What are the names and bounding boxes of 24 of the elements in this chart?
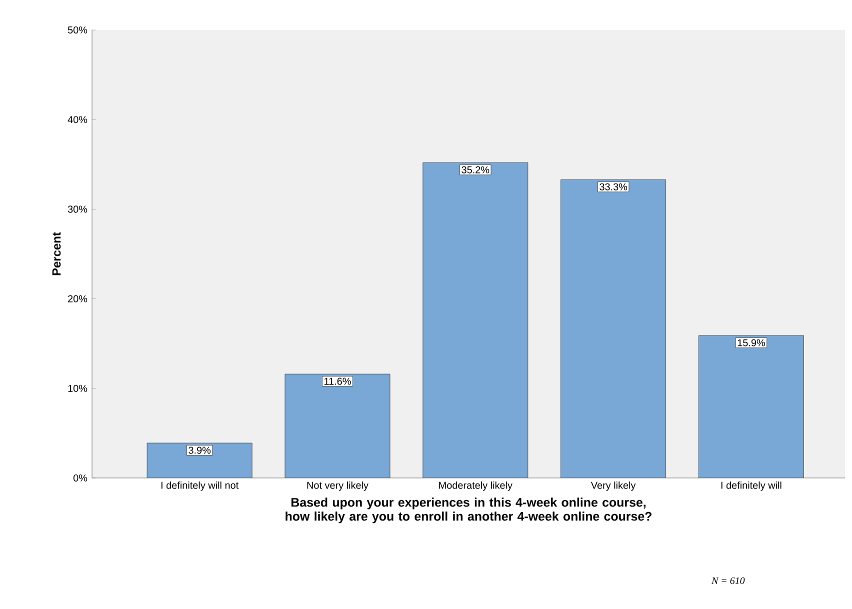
y-tick-label: 40%	[68, 116, 88, 124]
bar	[422, 162, 528, 478]
x-axis-title: Based upon your experiences in this 4-week online course, how likely are you to enroll in another 4-week online course?	[286, 498, 652, 524]
data-label: 11.6%	[324, 378, 351, 385]
x-tick-label: Very likely	[590, 482, 636, 491]
data-label: 33.3%	[600, 183, 628, 190]
y-tick-label: 0%	[73, 474, 88, 482]
y-tick-label: 10%	[68, 384, 88, 392]
x-tick-label: Moderately likely	[439, 482, 512, 491]
x-tick-label: I definitely will not	[161, 482, 239, 491]
x-tick-label: Not very likely	[307, 482, 368, 491]
bar	[560, 179, 666, 478]
bar	[698, 335, 804, 478]
y-tick-label: 50%	[68, 26, 88, 34]
x-tick-label: I definitely will	[721, 482, 782, 491]
y-tick-label: 30%	[68, 206, 88, 213]
y-axis-title: Percent	[52, 232, 61, 276]
data-label: 35.2%	[462, 166, 490, 174]
bar	[284, 374, 390, 478]
data-label: 15.9%	[738, 339, 766, 346]
text: N = 610	[711, 577, 745, 584]
data-label: 3.9%	[188, 446, 211, 454]
y-tick-label: 20%	[68, 295, 88, 302]
bar	[146, 442, 252, 478]
